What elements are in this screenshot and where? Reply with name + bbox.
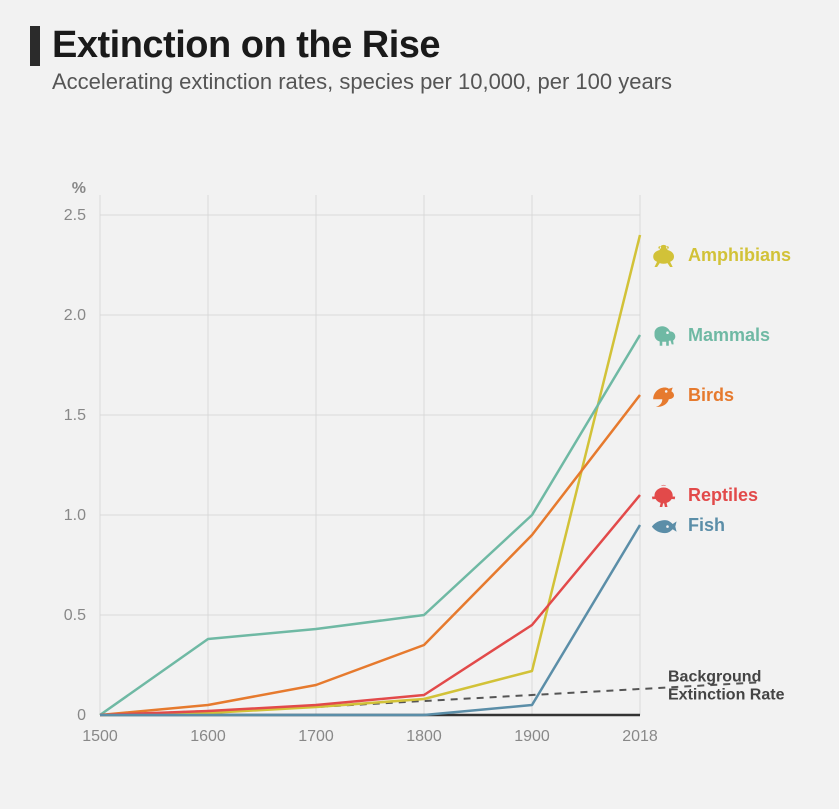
x-tick-label: 2018 <box>622 728 658 745</box>
chart-container: 0 0.5 1.0 1.5 2.0 2.5% 1500 1600 1700 1800 1900 201… <box>40 155 819 785</box>
series-line-amphibians <box>100 235 640 715</box>
y-tick-label: 0 <box>77 707 86 724</box>
x-tick-label: 1900 <box>514 728 550 745</box>
x-tick-label: 1700 <box>298 728 334 745</box>
chart-subtitle: Accelerating extinction rates, species p… <box>52 69 819 95</box>
y-tick-label: 2.5 <box>64 207 86 224</box>
x-tick-label: 1500 <box>82 728 118 745</box>
bird-icon <box>653 388 674 408</box>
series-label-amphibians: Amphibians <box>688 245 791 265</box>
turtle-icon <box>652 485 675 507</box>
series-line-birds <box>100 395 640 715</box>
y-unit-label: % <box>72 180 86 197</box>
y-tick-label: 1.0 <box>64 507 86 524</box>
title-accent-bar <box>30 26 40 66</box>
y-tick-label: 0.5 <box>64 607 86 624</box>
background-rate-label: Background <box>668 668 761 685</box>
series-label-birds: Birds <box>688 385 734 405</box>
series-line-fish <box>100 525 640 715</box>
x-tick-label: 1800 <box>406 728 442 745</box>
series-label-fish: Fish <box>688 515 725 535</box>
chart-title: Extinction on the Rise <box>52 24 440 67</box>
series-label-reptiles: Reptiles <box>688 485 758 505</box>
fish-icon <box>652 520 677 533</box>
background-rate-label: Extinction Rate <box>668 686 785 703</box>
frog-icon <box>653 245 674 267</box>
x-tick-label: 1600 <box>190 728 226 745</box>
extinction-line-chart: 0 0.5 1.0 1.5 2.0 2.5% 1500 1600 1700 1800 1900 201… <box>40 155 830 785</box>
y-tick-label: 2.0 <box>64 307 86 324</box>
title-row: Extinction on the Rise <box>30 24 819 67</box>
elephant-icon <box>655 326 676 346</box>
series-line-reptiles <box>100 495 640 715</box>
series-label-mammals: Mammals <box>688 325 770 345</box>
y-tick-label: 1.5 <box>64 407 86 424</box>
